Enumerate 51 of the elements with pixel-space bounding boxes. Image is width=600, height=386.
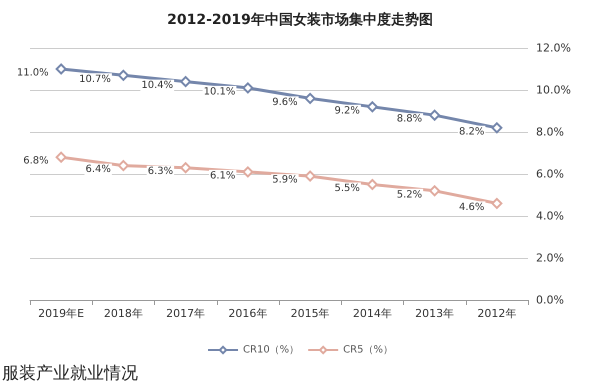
data-label: 4.6% bbox=[458, 202, 484, 213]
point bbox=[366, 179, 378, 190]
data-label: 10.7% bbox=[79, 74, 111, 85]
point bbox=[304, 92, 316, 104]
data-label: 9.6% bbox=[272, 96, 298, 108]
data-label: 5.2% bbox=[396, 189, 422, 200]
legend-label: CR10（%） bbox=[243, 344, 300, 356]
x-tick-label: 2016年 bbox=[228, 307, 268, 320]
point bbox=[491, 122, 502, 134]
data-label: 6.8% bbox=[23, 156, 49, 167]
text: 服装产业就业情况 bbox=[2, 364, 138, 384]
point bbox=[366, 101, 378, 112]
x-tick-label: 2015年 bbox=[290, 307, 330, 320]
point bbox=[118, 160, 129, 172]
data-label: 6.1% bbox=[210, 170, 236, 182]
data-label: 11.0% bbox=[16, 68, 49, 78]
point bbox=[304, 170, 316, 182]
point bbox=[242, 82, 254, 94]
y-tick-label: 8.0% bbox=[536, 126, 564, 138]
y-tick-label: 4.0% bbox=[536, 210, 564, 222]
point bbox=[56, 64, 67, 74]
data-label: 8.2% bbox=[458, 126, 484, 138]
legend-label: CR5（%） bbox=[343, 344, 393, 356]
y-tick-label: 10.0% bbox=[536, 84, 571, 96]
y-tick-label: 2.0% bbox=[536, 252, 564, 264]
point bbox=[429, 110, 440, 121]
point bbox=[242, 166, 254, 178]
point bbox=[180, 76, 192, 88]
chart-title: 2012-2019年中国女装市场集中度走势图 bbox=[167, 11, 433, 28]
x-tick-label: 2019年E bbox=[38, 307, 84, 320]
data-label: 6.3% bbox=[148, 166, 174, 178]
x-tick-label: 2012年 bbox=[477, 307, 516, 320]
point bbox=[429, 185, 440, 196]
data-label: 5.9% bbox=[272, 174, 298, 186]
x-tick-label: 2018年 bbox=[104, 307, 143, 320]
point bbox=[56, 152, 67, 163]
data-label: 9.2% bbox=[334, 105, 360, 116]
x-tick-label: 2014年 bbox=[352, 307, 392, 320]
point bbox=[180, 162, 192, 174]
data-label: 10.4% bbox=[141, 80, 174, 92]
point bbox=[118, 70, 129, 81]
x-tick-label: 2017年 bbox=[166, 307, 206, 320]
data-label: 8.8% bbox=[396, 114, 422, 125]
data-label: 6.4% bbox=[85, 164, 111, 176]
point bbox=[491, 198, 502, 209]
data-label: 10.1% bbox=[204, 86, 236, 98]
x-tick-label: 2013年 bbox=[415, 307, 454, 320]
y-tick-label: 12.0% bbox=[536, 42, 571, 54]
data-label: 5.5% bbox=[334, 183, 360, 194]
y-tick-label: 0.0% bbox=[536, 294, 564, 306]
y-tick-label: 6.0% bbox=[536, 168, 564, 180]
